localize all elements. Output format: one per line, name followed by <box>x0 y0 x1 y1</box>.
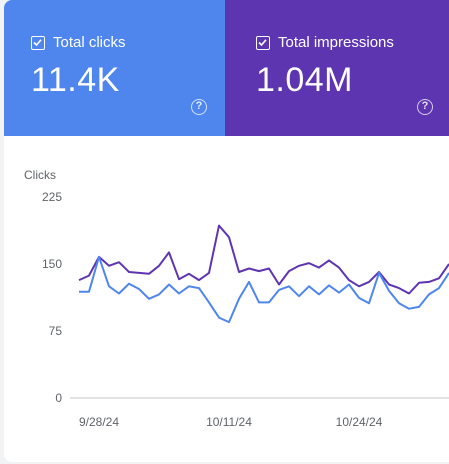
total-clicks-label: Total clicks <box>53 34 126 51</box>
y-tick-label: 225 <box>42 190 62 204</box>
total-clicks-card[interactable]: Total clicks 11.4K ? <box>4 0 225 136</box>
y-tick-label: 75 <box>49 324 63 338</box>
performance-card: Total clicks 11.4K ? Total impressions 1… <box>4 0 449 462</box>
y-axis-title: Clicks <box>24 168 56 182</box>
help-circle-icon[interactable]: ? <box>191 99 207 115</box>
series-line-1 <box>79 255 449 324</box>
x-tick-label: 10/11/24 <box>206 415 252 429</box>
x-tick-label: 10/24/24 <box>336 415 383 429</box>
y-tick-label: 150 <box>42 257 62 271</box>
total-clicks-header[interactable]: Total clicks <box>31 34 126 51</box>
total-impressions-card[interactable]: Total impressions 1.04M ? <box>225 0 449 136</box>
series-line-0 <box>78 224 449 295</box>
help-circle-icon[interactable]: ? <box>417 99 433 115</box>
total-clicks-value: 11.4K <box>31 61 120 99</box>
checkbox-checked-icon[interactable] <box>256 35 270 50</box>
x-tick-label: 9/28/24 <box>79 415 119 429</box>
checkbox-checked-icon[interactable] <box>31 35 45 50</box>
total-impressions-value: 1.04M <box>256 61 353 99</box>
y-tick-label: 0 <box>55 391 62 405</box>
total-impressions-label: Total impressions <box>278 34 394 51</box>
total-impressions-header[interactable]: Total impressions <box>256 34 394 51</box>
